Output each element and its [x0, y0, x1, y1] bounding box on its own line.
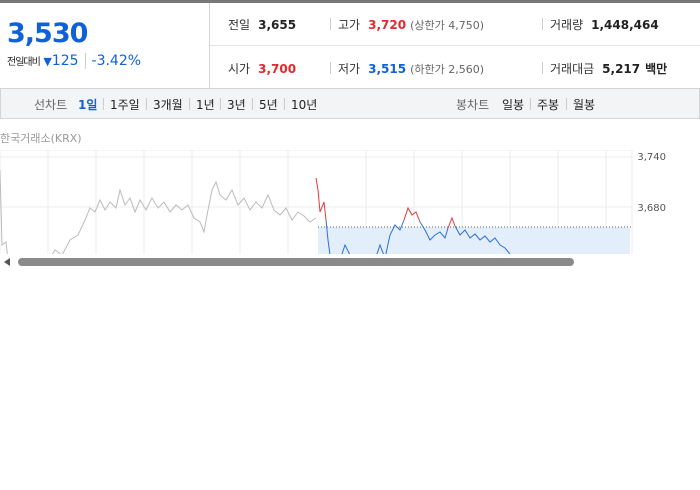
stat-value: 3,655 [258, 18, 297, 32]
stat-label: 전일 [228, 18, 251, 32]
stat-label: 시가 [228, 62, 251, 76]
separator [542, 18, 543, 30]
separator [284, 98, 285, 110]
separator [220, 98, 221, 110]
scroll-left[interactable] [4, 258, 10, 266]
y-label: 3,680 [637, 203, 666, 214]
period-tab[interactable]: 1년 [196, 98, 215, 112]
price-line-down-2 [419, 221, 449, 241]
candle-tab[interactable]: 월봉 [573, 98, 596, 112]
line-chart-label: 선차트 [34, 98, 68, 112]
stat-value: 5,217 [602, 62, 641, 76]
source: 한국거래소(KRX) [0, 132, 82, 145]
separator [330, 62, 331, 74]
stat-value: 3,515 [368, 62, 407, 76]
price-line-up-2 [403, 206, 421, 223]
period-tab[interactable]: 1주일 [110, 98, 140, 112]
stat: 저가 3,515 (하한가 2,560) [338, 60, 484, 77]
price-line-before [0, 169, 317, 261]
separator [252, 98, 253, 110]
y-label: 3,740 [637, 152, 666, 163]
period-tab[interactable]: 10년 [291, 98, 318, 112]
change-value: 125 [51, 53, 79, 69]
price-line-up [315, 177, 327, 221]
stat: 거래대금 5,217 백만 [550, 60, 667, 77]
stat-label: 거래량 [550, 18, 584, 32]
price-line-up-3 [447, 216, 456, 229]
summary: 3,530 전일대비 ▼125 -3.42% 전일 3,655 고가 3,720 (상한가… [0, 3, 700, 89]
period-tab[interactable]: 3년 [227, 98, 246, 112]
stat: 고가 3,720 (상한가 4,750) [338, 16, 484, 33]
down-arrow: ▼ [43, 55, 52, 68]
separator [330, 18, 331, 30]
stat-value: 3,720 [368, 18, 407, 32]
stat-label: 거래대금 [550, 62, 595, 76]
period-tab[interactable]: 1일 [78, 98, 98, 112]
separator [542, 62, 543, 74]
period-tab[interactable]: 5년 [259, 98, 278, 112]
change-label: 전일대비 [7, 57, 41, 68]
change-rate: -3.42% [84, 53, 142, 69]
top-border [0, 0, 700, 3]
stat-unit: 백만 [645, 62, 668, 76]
separator [103, 98, 104, 110]
candle-tab[interactable]: 주봉 [537, 98, 560, 112]
price: 3,530 [7, 18, 88, 49]
separator [530, 98, 531, 110]
stat-value: 3,700 [258, 62, 297, 76]
stat: 전일 3,655 [228, 16, 296, 33]
stat: 시가 3,700 [228, 60, 296, 77]
period-tab[interactable]: 3개월 [153, 98, 183, 112]
stat-value: 1,448,464 [591, 18, 659, 32]
stat-label: 고가 [338, 18, 361, 32]
stat-label: 저가 [338, 62, 361, 76]
stat: 거래량 1,448,464 [550, 16, 659, 33]
separator [189, 98, 190, 110]
candle-tab[interactable]: 일봉 [502, 98, 525, 112]
scrollbar-thumb[interactable] [18, 258, 574, 266]
separator [146, 98, 147, 110]
separator [566, 98, 567, 110]
chart-tabs: 선차트 1일 1주일 3개월 1년 3년 5년 10년 봉차트 일봉 주봉 월봉 [0, 89, 700, 119]
candle-chart-label: 봉차트 [456, 98, 490, 112]
chart: 3,740 3,680 [0, 150, 700, 270]
divider [210, 45, 700, 46]
stat-note: (하한가 2,560) [410, 63, 484, 76]
change: 전일대비 ▼125 -3.42% [7, 53, 142, 69]
below-prev-close [318, 227, 630, 257]
price-line-down-3 [454, 225, 511, 255]
price-box: 3,530 전일대비 ▼125 -3.42% [0, 3, 210, 88]
stat-note: (상한가 4,750) [410, 19, 484, 32]
